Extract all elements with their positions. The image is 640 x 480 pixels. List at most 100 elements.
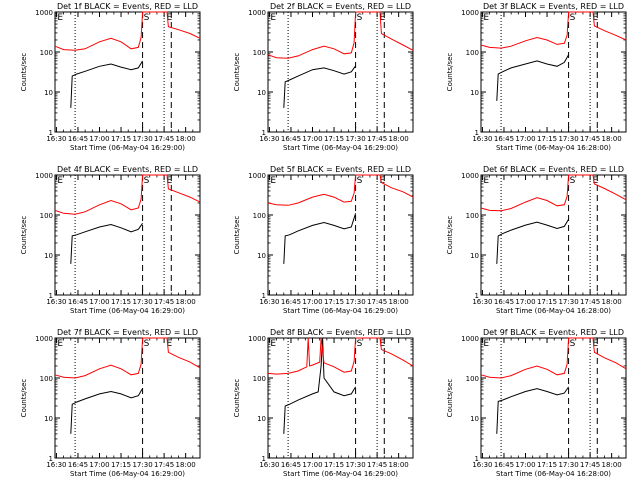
- marker-label-e: E: [380, 176, 386, 186]
- plot-frame: [54, 11, 201, 133]
- x-tick-label: 17:45: [154, 298, 174, 306]
- x-tick-label: 17:45: [580, 298, 600, 306]
- y-tick-label: 100: [466, 375, 479, 383]
- x-tick-label: 16:30: [472, 461, 492, 469]
- lld-series-line: [267, 174, 414, 206]
- y-tick-label: 10: [257, 415, 266, 423]
- marker-label-e: E: [57, 13, 63, 23]
- x-tick-label: 18:00: [389, 298, 409, 306]
- y-tick-label: 100: [253, 49, 266, 57]
- y-tick-label: 1: [262, 129, 266, 137]
- x-tick-label: 17:30: [558, 461, 578, 469]
- marker-label-e: E: [593, 13, 599, 23]
- y-axis-label: Counts/sec: [446, 379, 454, 418]
- y-axis-label: Counts/sec: [233, 53, 241, 92]
- x-tick-label: 17:45: [154, 135, 174, 143]
- marker-label-e: E: [380, 339, 386, 349]
- x-tick-label: 17:15: [324, 298, 344, 306]
- panel-title: Det 2f BLACK = Events, RED = LLD: [270, 2, 411, 11]
- x-tick-label: 17:30: [345, 461, 365, 469]
- marker-label-e: E: [270, 339, 276, 349]
- y-axis-label: Counts/sec: [20, 379, 28, 418]
- plot-frame: [267, 337, 414, 459]
- x-tick-label: 16:45: [281, 461, 301, 469]
- x-tick-label: 16:30: [472, 298, 492, 306]
- x-tick-label: 17:15: [324, 461, 344, 469]
- lld-series-line: [267, 11, 414, 59]
- x-axis-label: Start Time (06-May-04 16:29:00): [70, 307, 185, 315]
- x-tick-label: 17:30: [345, 135, 365, 143]
- y-tick-label: 100: [40, 212, 53, 220]
- x-tick-label: 16:30: [259, 461, 279, 469]
- x-tick-label: 17:00: [302, 298, 322, 306]
- x-tick-label: 18:00: [602, 135, 622, 143]
- x-tick-label: 16:45: [281, 298, 301, 306]
- panel-title: Det 5f BLACK = Events, RED = LLD: [270, 165, 411, 174]
- x-axis-label: Start Time (06-May-04 16:29:00): [70, 470, 185, 478]
- x-tick-label: 17:15: [537, 298, 557, 306]
- marker-label-e: E: [57, 339, 63, 349]
- x-tick-label: 16:45: [494, 135, 514, 143]
- x-tick-label: 16:45: [494, 461, 514, 469]
- x-tick-label: 17:00: [89, 135, 109, 143]
- y-tick-label: 1000: [35, 335, 53, 343]
- y-tick-label: 1: [475, 129, 479, 137]
- y-axis-label: Counts/sec: [446, 53, 454, 92]
- x-tick-label: 16:45: [281, 135, 301, 143]
- x-axis-label: Start Time (06-May-04 16:28:00): [496, 144, 611, 152]
- y-tick-label: 10: [257, 89, 266, 97]
- x-tick-label: 17:00: [515, 298, 535, 306]
- detector-panel-9: Det 9f BLACK = Events, RED = LLD 1 10 100 10…: [446, 328, 627, 478]
- panel-title: Det 7f BLACK = Events, RED = LLD: [57, 328, 198, 337]
- panel-title: Det 8f BLACK = Events, RED = LLD: [270, 328, 411, 337]
- x-tick-label: 18:00: [389, 461, 409, 469]
- y-tick-label: 10: [44, 89, 53, 97]
- panel-title: Det 6f BLACK = Events, RED = LLD: [483, 165, 624, 174]
- y-axis-label: Counts/sec: [20, 53, 28, 92]
- x-tick-label: 16:30: [46, 461, 66, 469]
- y-axis-label: Counts/sec: [20, 216, 28, 255]
- y-tick-label: 1: [49, 455, 53, 463]
- events-series-line: [70, 223, 144, 264]
- events-series-line: [70, 388, 144, 434]
- x-tick-label: 17:30: [558, 135, 578, 143]
- marker-label-e: E: [593, 339, 599, 349]
- x-tick-label: 16:45: [494, 298, 514, 306]
- x-axis-label: Start Time (06-May-04 16:29:00): [70, 144, 185, 152]
- x-tick-label: 17:15: [324, 135, 344, 143]
- y-tick-label: 100: [40, 49, 53, 57]
- x-tick-label: 18:00: [389, 135, 409, 143]
- events-series-line: [496, 54, 570, 101]
- lld-series-line: [54, 11, 201, 51]
- plot-frame: [54, 337, 201, 459]
- panel-title: Det 9f BLACK = Events, RED = LLD: [483, 328, 624, 337]
- y-axis-label: Counts/sec: [233, 379, 241, 418]
- detector-panel-7: Det 7f BLACK = Events, RED = LLD 1 10 100 10…: [20, 328, 201, 478]
- x-tick-label: 16:45: [68, 461, 88, 469]
- x-tick-label: 17:15: [111, 461, 131, 469]
- x-tick-label: 16:30: [472, 135, 492, 143]
- detector-panel-8: Det 8f BLACK = Events, RED = LLD 1 10 100 10…: [233, 328, 414, 478]
- panel-title: Det 4f BLACK = Events, RED = LLD: [57, 165, 198, 174]
- plot-frame: [480, 337, 627, 459]
- detector-panel-3: Det 3f BLACK = Events, RED = LLD 1 10 100 10…: [446, 2, 627, 152]
- marker-label-e: E: [483, 13, 489, 23]
- detector-panel-4: Det 4f BLACK = Events, RED = LLD 1 10 100 10…: [20, 165, 201, 315]
- y-tick-label: 10: [470, 415, 479, 423]
- events-series-line: [283, 213, 357, 264]
- y-tick-label: 1000: [461, 172, 479, 180]
- x-tick-label: 17:45: [367, 298, 387, 306]
- detector-panel-6: Det 6f BLACK = Events, RED = LLD 1 10 100 10…: [446, 165, 627, 315]
- x-tick-label: 17:30: [132, 298, 152, 306]
- x-tick-label: 17:45: [367, 135, 387, 143]
- y-tick-label: 1: [475, 292, 479, 300]
- detector-panel-1: Det 1f BLACK = Events, RED = LLD 1 10 100 10…: [20, 2, 201, 152]
- marker-label-s: S: [357, 339, 363, 349]
- marker-label-e: E: [270, 13, 276, 23]
- x-tick-label: 17:45: [580, 135, 600, 143]
- y-tick-label: 100: [466, 212, 479, 220]
- x-tick-label: 16:30: [46, 135, 66, 143]
- x-tick-label: 16:45: [68, 135, 88, 143]
- marker-label-e: E: [167, 13, 173, 23]
- plot-frame: [54, 174, 201, 296]
